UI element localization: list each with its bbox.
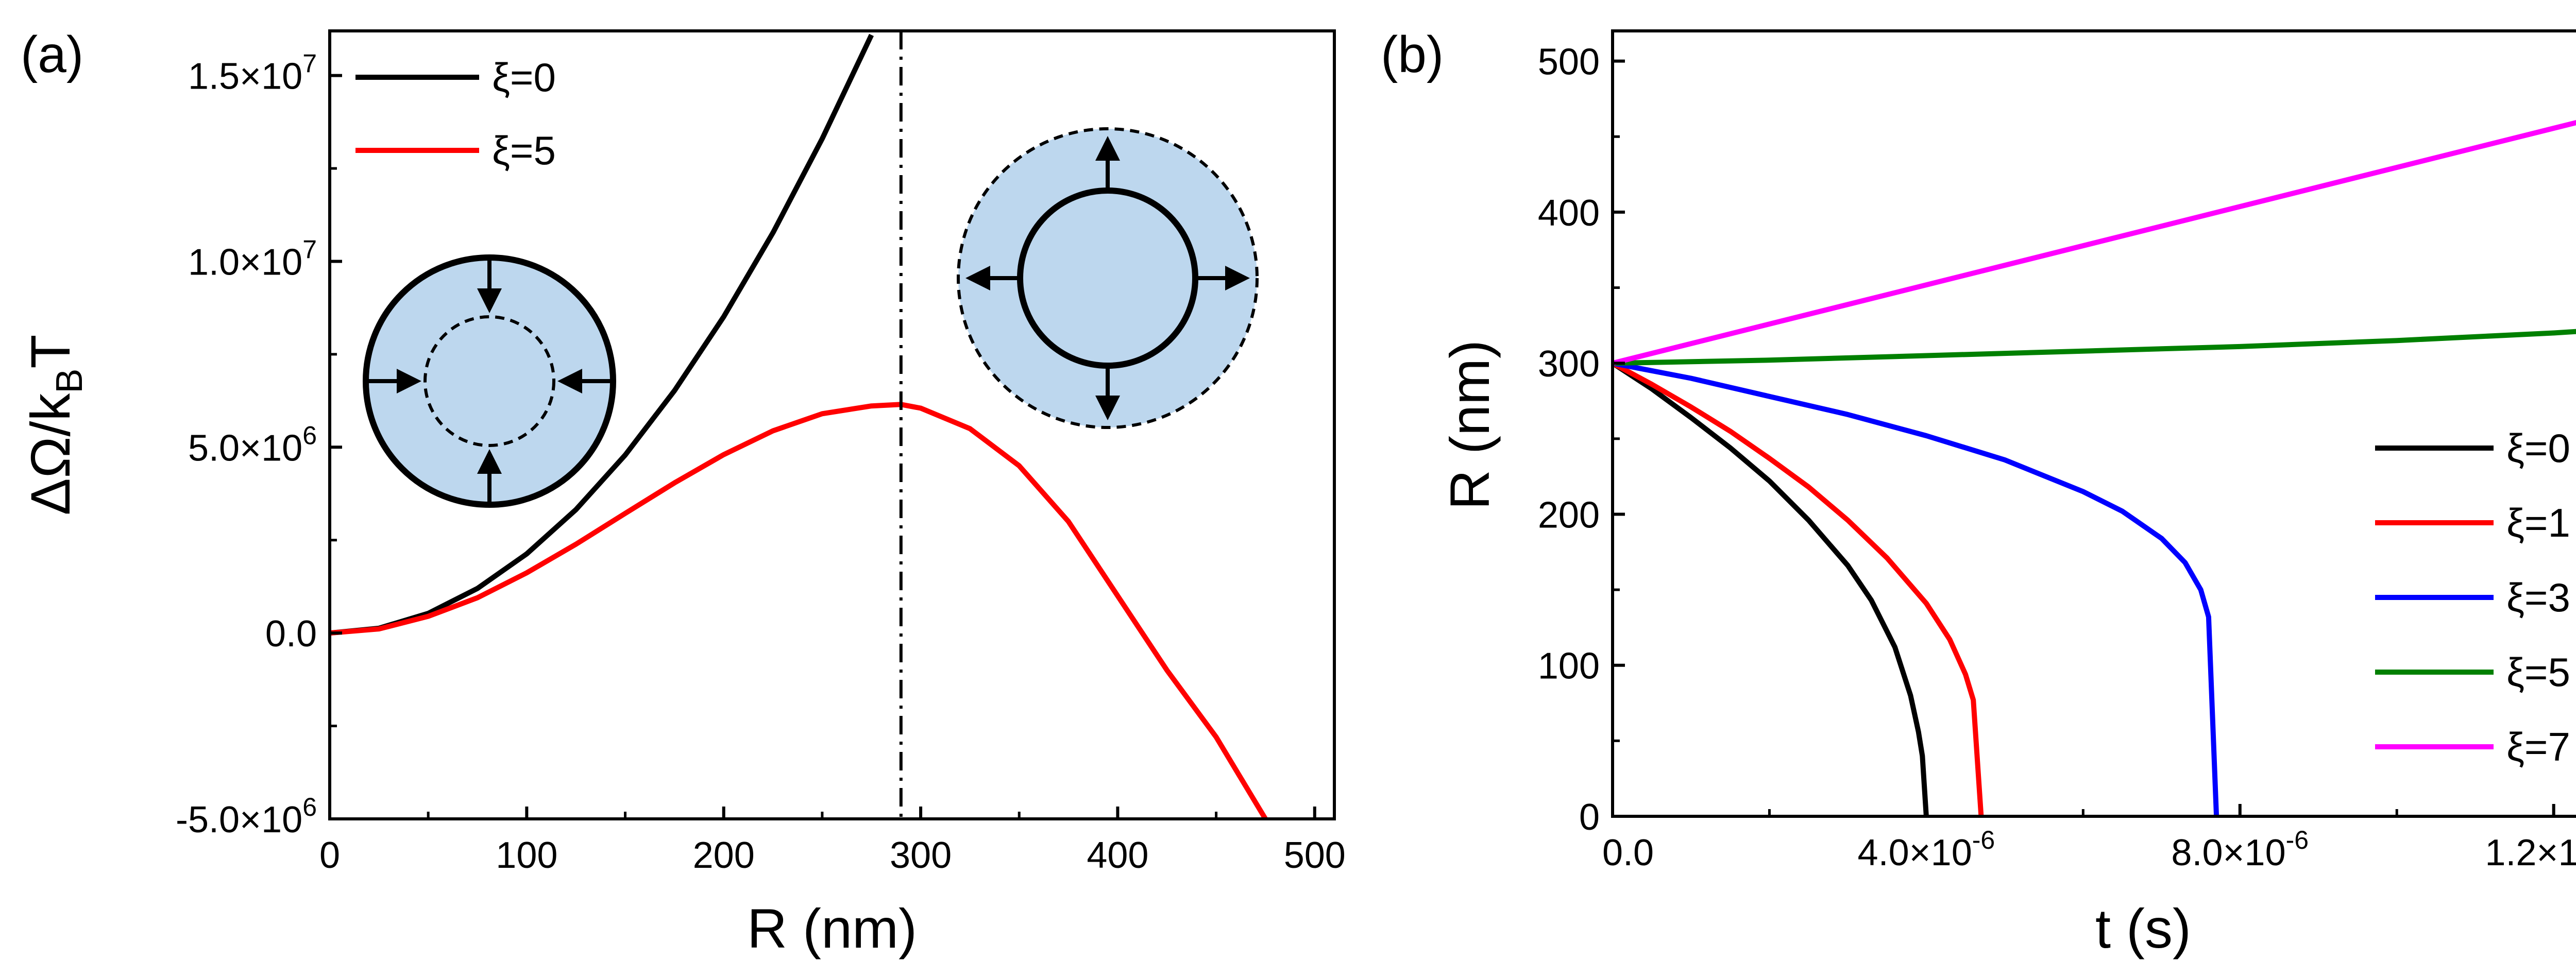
panel-b-legend-label-3: ξ=5	[2506, 649, 2570, 695]
panel-a-x-tick-label: 400	[1087, 835, 1148, 876]
panel-a-x-tick-label: 200	[693, 835, 755, 876]
panel-a-label: (a)	[21, 26, 83, 83]
panel-a-y-tick-label: 5.0×106	[188, 421, 317, 469]
panel-a-y-axis-title-sub: B	[49, 369, 90, 393]
panel-b-x-tick-label-mantissa: 4.0×10	[1858, 832, 1972, 873]
panel-b-y-tick-label: 500	[1538, 42, 1600, 83]
shrinking-bubble-inner-dashed-circle	[423, 315, 555, 447]
panel-b-y-tick-label: 300	[1538, 344, 1600, 385]
panel-b-series-line-2	[1613, 361, 2219, 816]
panel-a-legend: ξ=0 ξ=5	[355, 55, 556, 173]
shrinking-bubble-inset	[363, 254, 616, 508]
panel-b-series-line-0	[1613, 361, 1929, 816]
panel-b-x-axis-title: t (s)	[2095, 897, 2191, 959]
panel-a-y-tick-label-exponent: 7	[302, 235, 317, 264]
panel-b-legend-label-2: ξ=3	[2506, 575, 2570, 620]
panel-b-series-line-4	[1613, 120, 2576, 366]
panel-b-y-tick-label: 200	[1538, 494, 1600, 536]
panel-b-legend-label-4: ξ=7	[2506, 724, 2570, 769]
panel-a-y-tick-label: -5.0×106	[176, 793, 317, 841]
panel-a-x-ticks: 0 100 200 300 400 500	[319, 807, 1346, 876]
panel-a-y-tick-label-mantissa: -5.0×10	[176, 799, 302, 841]
panel-b-x-tick-label: 1.2×10-5	[2485, 826, 2576, 873]
panel-b-x-tick-label-mantissa: 0.0	[1602, 832, 1654, 873]
panel-a-y-tick-label-mantissa: 5.0×10	[188, 427, 302, 469]
panel-b-y-tick-label: 400	[1538, 193, 1600, 234]
panel-a-x-axis-title: R (nm)	[747, 897, 917, 959]
panel-a-legend-label-xi0: ξ=0	[492, 55, 556, 100]
panel-a-y-tick-label-exponent: 6	[302, 793, 317, 821]
panel-a-y-tick-label-mantissa: 0.0	[265, 613, 317, 655]
panel-b-legend-label-1: ξ=1	[2506, 500, 2570, 545]
panel-b-x-tick-label-mantissa: 8.0×10	[2171, 832, 2285, 873]
panel-a-x-tick-label: 100	[496, 835, 557, 876]
panel-a-y-tick-label-exponent: 6	[302, 421, 317, 450]
panel-b-y-tick-label: 100	[1538, 646, 1600, 687]
panel-a-y-tick-label-mantissa: 1.5×10	[188, 56, 302, 97]
panel-a-legend-label-xi5: ξ=5	[492, 128, 556, 173]
panel-a-y-axis-title: ΔΩ/kBT	[19, 335, 90, 516]
panel-a-y-tick-label: 0.0	[265, 613, 317, 655]
panel-b-x-tick-label: 0.0	[1602, 832, 1654, 873]
panel-a-y-axis-title-tail: T	[19, 335, 81, 369]
panel-a-y-tick-label-exponent: 7	[302, 49, 317, 78]
panel-b-label: (b)	[1381, 26, 1444, 83]
panel-a-y-tick-label-mantissa: 1.0×10	[188, 242, 302, 283]
panel-a-y-axis-title-main: ΔΩ/k	[19, 393, 81, 516]
panel-b-x-tick-label: 4.0×10-6	[1858, 826, 1995, 873]
panel-b-x-ticks: 0.04.0×10-68.0×10-61.2×10-5	[1602, 804, 2576, 873]
panel-b-x-tick-label-mantissa: 1.2×10	[2485, 832, 2576, 873]
panel-b-x-tick-label: 8.0×10-6	[2171, 826, 2309, 873]
growing-bubble-outer-dashed-circle	[957, 127, 1259, 429]
panel-a-y-tick-label: 1.0×107	[188, 235, 317, 283]
panel-a-series-line-1	[330, 402, 1268, 819]
panel-b-y-axis-title: R (nm)	[1438, 340, 1501, 510]
panel-a-curves	[330, 33, 1268, 819]
panel-b-legend: ξ=0 ξ=1 ξ=3 ξ=5 ξ=7	[2375, 425, 2570, 769]
panel-b-plot: (b) 0.04.0×10-68.0×10-61.2×10-5 01002003…	[1381, 26, 2576, 959]
panel-a-x-tick-label: 0	[319, 835, 340, 876]
panel-a-x-tick-label: 500	[1284, 835, 1346, 876]
panel-a-x-tick-label: 300	[890, 835, 952, 876]
panel-b-curves	[1613, 120, 2576, 816]
shrinking-bubble-outer-circle	[363, 254, 616, 508]
panel-b-x-tick-label-exponent: -6	[1972, 826, 1995, 854]
panel-b-frame	[1611, 29, 2576, 818]
panel-a-frame	[328, 29, 1336, 820]
panel-a-plot: (a) 0 100 200 300 400 500 -5.0×1060.05.0×1061…	[19, 26, 1346, 959]
panel-b-series-line-1	[1613, 361, 1984, 816]
panel-b-y-tick-label: 0	[1579, 797, 1600, 838]
panel-b-x-tick-label-exponent: -6	[2286, 826, 2309, 854]
growing-bubble-inset	[957, 127, 1259, 429]
panel-b-y-ticks: 0 100 200 300 400 500	[1538, 42, 1625, 838]
panel-b-legend-label-0: ξ=0	[2506, 425, 2570, 471]
panel-a-y-tick-label: 1.5×107	[188, 49, 317, 97]
panel-b-series-line-3	[1613, 329, 2576, 366]
